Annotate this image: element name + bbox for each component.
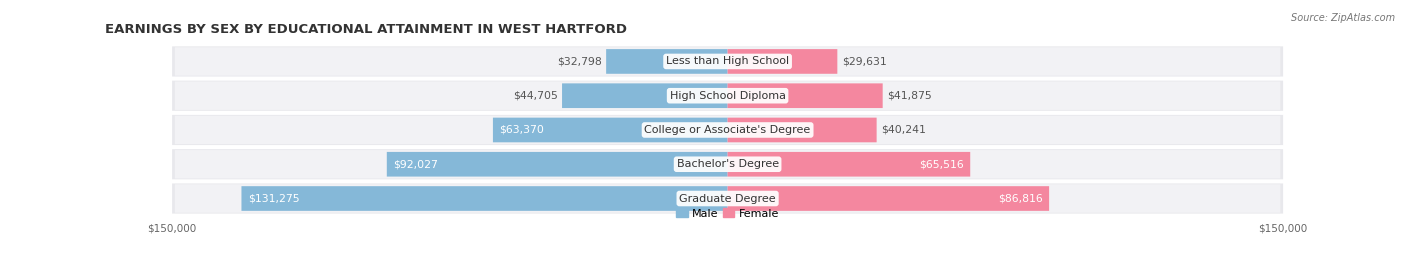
FancyBboxPatch shape	[242, 186, 728, 211]
Text: $40,241: $40,241	[882, 125, 927, 135]
Text: $92,027: $92,027	[394, 159, 439, 169]
FancyBboxPatch shape	[387, 152, 728, 177]
FancyBboxPatch shape	[728, 118, 876, 142]
Legend: Male, Female: Male, Female	[672, 204, 783, 223]
FancyBboxPatch shape	[606, 49, 728, 74]
Text: Less than High School: Less than High School	[666, 57, 789, 66]
FancyBboxPatch shape	[174, 150, 1281, 178]
Text: $32,798: $32,798	[557, 57, 602, 66]
FancyBboxPatch shape	[494, 118, 728, 142]
Text: $44,705: $44,705	[513, 91, 558, 101]
FancyBboxPatch shape	[728, 49, 838, 74]
FancyBboxPatch shape	[172, 115, 1284, 145]
Text: $65,516: $65,516	[918, 159, 963, 169]
Text: $29,631: $29,631	[842, 57, 887, 66]
FancyBboxPatch shape	[562, 83, 728, 108]
FancyBboxPatch shape	[174, 47, 1281, 76]
FancyBboxPatch shape	[728, 152, 970, 177]
Text: EARNINGS BY SEX BY EDUCATIONAL ATTAINMENT IN WEST HARTFORD: EARNINGS BY SEX BY EDUCATIONAL ATTAINMEN…	[105, 23, 627, 36]
Text: $86,816: $86,816	[998, 193, 1042, 203]
Text: Graduate Degree: Graduate Degree	[679, 193, 776, 203]
FancyBboxPatch shape	[172, 81, 1284, 111]
FancyBboxPatch shape	[172, 183, 1284, 214]
FancyBboxPatch shape	[174, 81, 1281, 110]
Text: $131,275: $131,275	[247, 193, 299, 203]
Text: Source: ZipAtlas.com: Source: ZipAtlas.com	[1291, 13, 1395, 23]
Text: Bachelor's Degree: Bachelor's Degree	[676, 159, 779, 169]
FancyBboxPatch shape	[172, 149, 1284, 179]
Text: High School Diploma: High School Diploma	[669, 91, 786, 101]
Text: $63,370: $63,370	[499, 125, 544, 135]
Text: $41,875: $41,875	[887, 91, 932, 101]
FancyBboxPatch shape	[174, 116, 1281, 144]
FancyBboxPatch shape	[728, 83, 883, 108]
FancyBboxPatch shape	[728, 186, 1049, 211]
FancyBboxPatch shape	[174, 184, 1281, 213]
FancyBboxPatch shape	[172, 46, 1284, 77]
Text: College or Associate's Degree: College or Associate's Degree	[644, 125, 811, 135]
